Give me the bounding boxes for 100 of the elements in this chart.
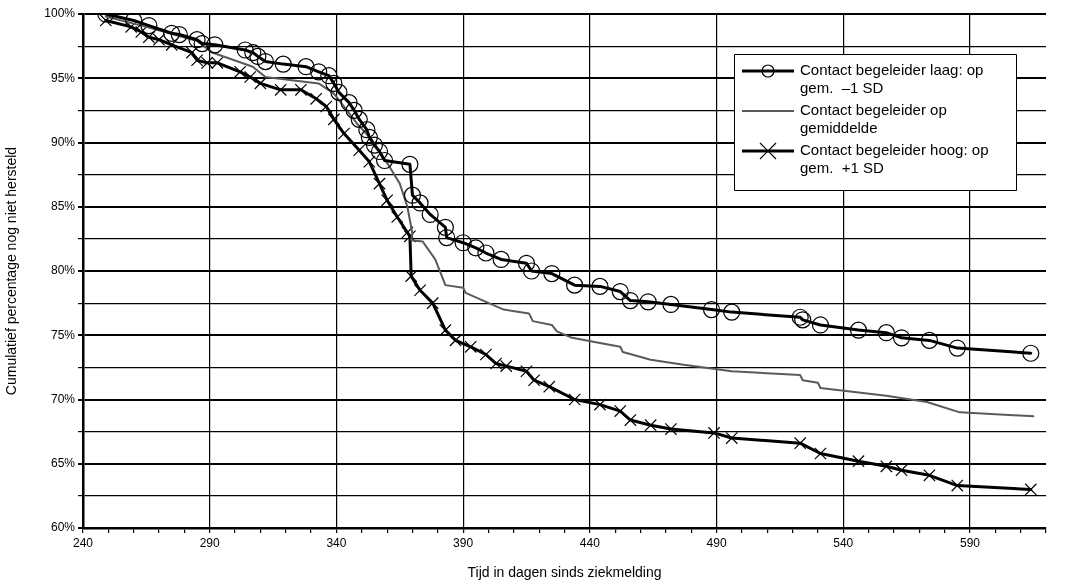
point [467,239,485,257]
point [297,58,315,76]
point [360,128,378,146]
point [948,339,966,357]
y-tick-label: 80% [50,263,76,278]
y-tick-label: 95% [50,70,76,85]
point [522,262,541,280]
point [951,479,964,492]
point [310,63,328,81]
point [401,155,419,173]
point [337,127,351,140]
point [593,398,607,411]
point [375,151,394,170]
point [454,234,472,252]
x-tick-label: 540 [833,535,854,550]
point [723,303,741,321]
y-tick-label: 65% [50,456,76,471]
x-tick-label: 440 [579,535,601,550]
y-tick-label: 70% [50,391,76,406]
point [390,210,404,224]
point [294,83,308,97]
point [188,31,206,49]
point [190,54,204,67]
y-tick-label: 100% [44,6,76,21]
x-tick-label: 390 [453,535,474,550]
point [403,186,422,204]
point [438,228,456,247]
point [702,300,721,319]
point [365,136,384,154]
point [236,41,254,59]
point [644,418,657,432]
point [350,110,368,128]
point [492,250,510,269]
point [135,25,148,39]
point [413,284,427,297]
x-tick-label: 290 [199,535,221,550]
point [320,67,338,85]
point [185,46,199,59]
point [274,55,292,73]
point [165,38,178,52]
point [358,121,376,139]
point [363,155,376,169]
y-tick-label: 75% [50,327,76,342]
point [152,33,166,46]
point [568,393,581,406]
point [99,14,113,27]
point [793,436,807,450]
x-tick-label: 340 [326,535,347,550]
x-tick-label: 590 [959,535,981,550]
point [614,404,627,418]
point [370,142,389,161]
point [621,291,639,310]
y-axis-title: Cumulatief percentage nog niet hersteld [3,146,20,396]
point [211,56,224,70]
point [543,380,556,393]
point [852,454,865,468]
point [464,340,477,354]
point [244,43,262,62]
point [340,94,358,112]
point [244,70,257,84]
point [520,364,533,378]
point [479,348,493,361]
y-tick-label: 85% [50,199,76,214]
x-axis-title: Tijd in dagen sinds ziekmelding [467,564,662,581]
point [662,295,680,314]
point [611,282,629,301]
point [373,177,386,190]
point [401,226,414,239]
point [892,329,911,347]
point [325,74,343,92]
x-tick-label: 490 [706,535,727,550]
y-tick-label: 60% [50,520,76,535]
point [499,359,513,373]
point [543,264,561,283]
point [877,324,895,342]
point [421,205,439,224]
point [811,316,830,334]
point [249,47,267,66]
point [327,113,341,126]
point [489,357,503,370]
point [140,16,158,35]
x-tick-label: 240 [72,535,94,550]
point [920,331,939,349]
point [707,426,721,440]
point [330,83,348,101]
point [1024,483,1038,496]
y-tick-label: 90% [50,134,76,149]
point [527,373,541,387]
point [639,293,657,311]
point [352,143,366,157]
point [591,277,609,296]
point [439,323,452,337]
point [274,83,287,97]
point [309,92,323,106]
point [320,100,333,113]
point [566,276,584,294]
point [880,460,893,473]
legend-label: Contact begeleider hoog: op gem. +1 SD [800,141,989,177]
point [895,463,908,477]
point [624,413,637,427]
